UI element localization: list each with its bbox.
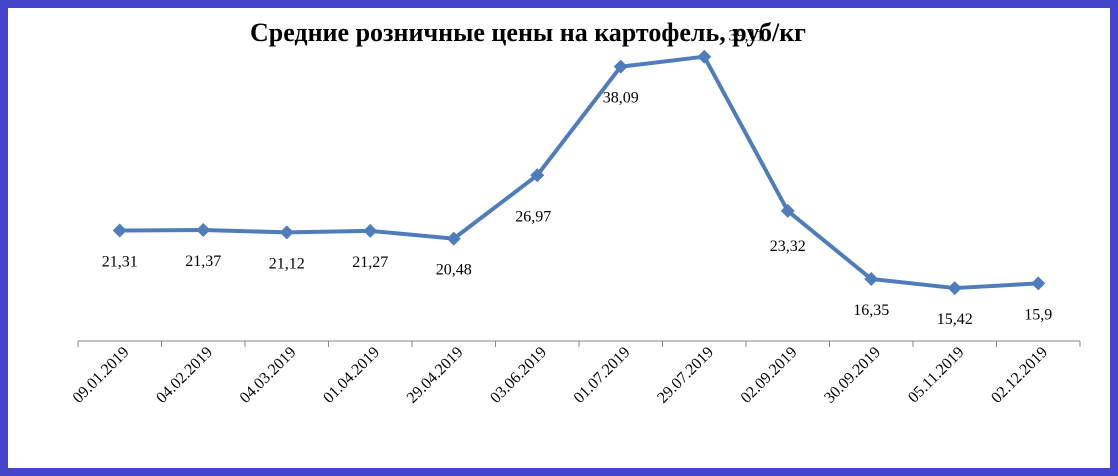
data-point-marker bbox=[947, 281, 962, 296]
x-tick-label: 04.03.2019 bbox=[237, 344, 300, 407]
data-point-marker bbox=[864, 271, 879, 286]
data-label: 20,48 bbox=[436, 262, 472, 279]
line-chart: 09.01.2019 04.02.2019 04.03.2019 01.04.2019… bbox=[70, 28, 1081, 407]
data-point-marker bbox=[613, 59, 628, 74]
chart-frame: Средние розничные цены на картофель, руб… bbox=[8, 8, 1110, 468]
data-point-marker bbox=[530, 168, 545, 183]
data-label: 21,31 bbox=[102, 254, 138, 271]
data-label: 26,97 bbox=[515, 208, 551, 225]
x-tick-label: 01.04.2019 bbox=[320, 344, 383, 407]
data-label: 21,37 bbox=[185, 253, 221, 270]
x-tick-label: 29.07.2019 bbox=[654, 344, 717, 407]
data-point-marker bbox=[196, 222, 211, 237]
x-tick-label: 30.09.2019 bbox=[821, 344, 884, 407]
x-tick-label: 01.07.2019 bbox=[571, 344, 634, 407]
data-point-marker bbox=[697, 49, 712, 64]
x-tick-label: 09.01.2019 bbox=[70, 344, 133, 407]
data-label: 15,9 bbox=[1024, 306, 1052, 323]
x-tick-label: 29.04.2019 bbox=[404, 344, 467, 407]
data-point-marker bbox=[279, 225, 294, 240]
x-tick-label: 02.09.2019 bbox=[738, 344, 801, 407]
data-label: 21,12 bbox=[269, 255, 305, 272]
data-label: 39,11 bbox=[729, 28, 764, 45]
x-tick-label: 02.12.2019 bbox=[988, 344, 1051, 407]
data-label: 23,32 bbox=[770, 238, 806, 255]
data-point-marker bbox=[363, 223, 378, 238]
data-point-marker bbox=[112, 223, 127, 238]
data-point-marker bbox=[780, 203, 795, 218]
data-label: 15,42 bbox=[937, 311, 973, 328]
data-label: 21,27 bbox=[352, 254, 388, 271]
data-label: 38,09 bbox=[603, 90, 639, 107]
series-line bbox=[119, 54, 1039, 291]
data-point-marker bbox=[1031, 276, 1046, 291]
x-tick-label: 04.02.2019 bbox=[153, 344, 216, 407]
data-point-marker bbox=[446, 231, 461, 246]
x-tick-label: 03.06.2019 bbox=[487, 344, 550, 407]
x-tick-label: 05.11.2019 bbox=[905, 344, 968, 407]
chart-title: Средние розничные цены на картофель, руб… bbox=[249, 18, 806, 47]
data-label: 16,35 bbox=[853, 302, 889, 319]
